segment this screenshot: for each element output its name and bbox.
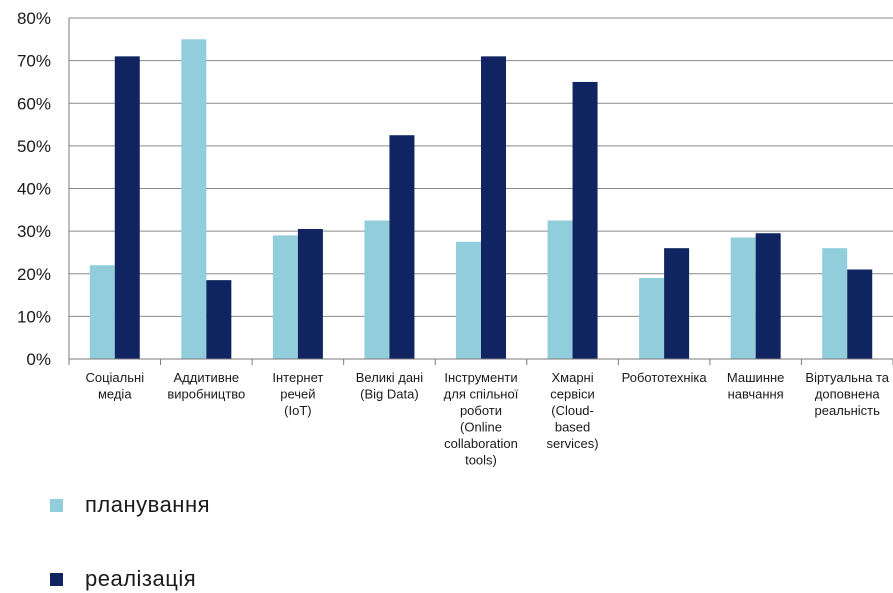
- bar-planning: [364, 220, 390, 359]
- bar-planning: [822, 248, 848, 359]
- bar-realization: [755, 233, 781, 359]
- bar-realization: [114, 56, 140, 360]
- bar-realization: [389, 135, 415, 359]
- bar-realization: [206, 280, 232, 359]
- y-tick-label: 0%: [26, 350, 51, 369]
- legend-swatch-planning: [50, 498, 63, 512]
- y-tick-label: 40%: [17, 180, 51, 199]
- y-tick-label: 30%: [17, 222, 51, 241]
- bar-realization: [297, 228, 323, 359]
- bar-realization: [572, 81, 598, 359]
- bar-planning: [456, 241, 481, 359]
- legend-swatch-realization: [50, 572, 63, 586]
- bar-planning: [730, 237, 756, 359]
- bar-planning: [547, 220, 573, 359]
- bar-chart: 0% 10% 20% 30% 40% 50% 60% 70% 80% Соціальні меді…: [17, 9, 893, 468]
- bar-realization: [664, 248, 690, 359]
- bar-planning: [272, 235, 298, 359]
- x-category-label: Аддитивне виробництво: [167, 370, 245, 402]
- bar-planning: [89, 265, 115, 359]
- x-category-label: Соціальні медіа: [85, 370, 144, 402]
- x-category-label: Віртуальна та доповнена реальність: [805, 370, 889, 418]
- y-tick-label: 80%: [17, 9, 51, 28]
- y-tick-label: 70%: [17, 52, 51, 71]
- x-category-label: Хмарні сервіси (Cloud-based services): [547, 370, 599, 451]
- y-axis: 0% 10% 20% 30% 40% 50% 60% 70% 80%: [17, 9, 70, 369]
- bars: [89, 39, 873, 360]
- x-category-label: Великі дані (Big Data): [356, 370, 423, 402]
- bar-realization: [481, 56, 506, 360]
- legend-label-realization: реалізація: [85, 566, 197, 591]
- legend-item-realization: реалізація: [50, 566, 196, 592]
- x-axis: Соціальні медіа Аддитивне виробництво Інтерн…: [68, 358, 893, 468]
- bar-planning: [181, 39, 207, 359]
- y-tick-label: 10%: [17, 307, 51, 326]
- bar-realization: [847, 269, 873, 359]
- x-category-label: Інтернет речей (IoT): [272, 370, 323, 418]
- legend-item-planning: планування: [50, 492, 210, 518]
- x-category-label: Інструменти для спільної роботи (Online coll…: [444, 370, 519, 468]
- x-category-label: Машинне навчання: [727, 370, 784, 402]
- bar-planning: [639, 278, 665, 359]
- y-tick-label: 60%: [17, 94, 51, 113]
- x-category-label: Робототехніка: [622, 370, 708, 385]
- legend-label-planning: планування: [85, 492, 211, 517]
- y-tick-label: 50%: [17, 137, 51, 156]
- y-tick-label: 20%: [17, 265, 51, 284]
